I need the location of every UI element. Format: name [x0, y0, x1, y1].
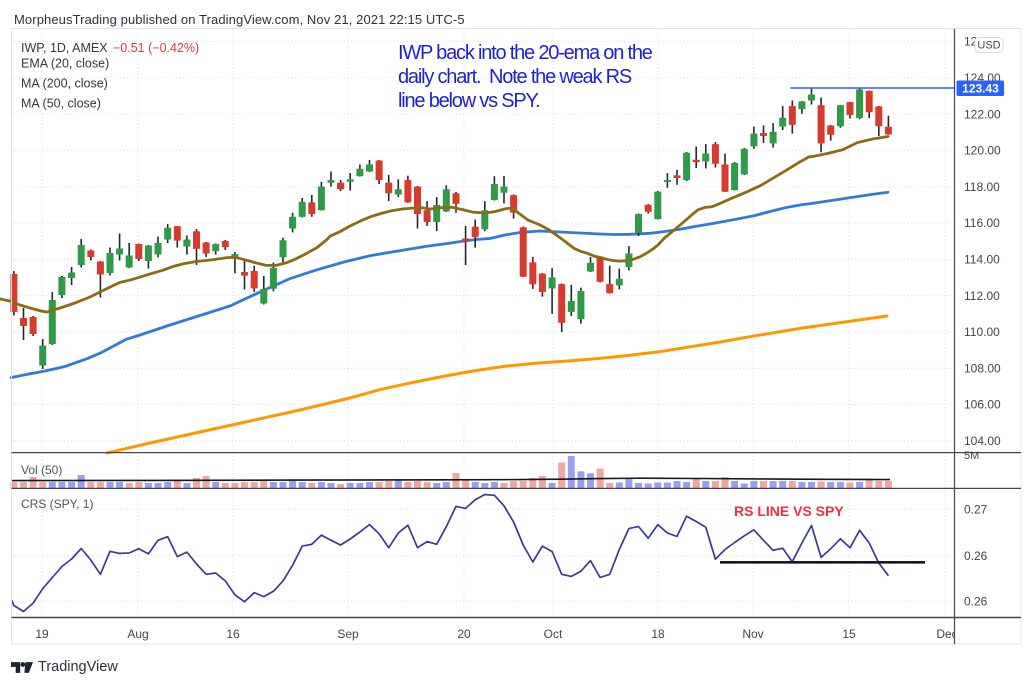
- svg-text:Sep: Sep: [337, 627, 359, 641]
- svg-text:Oct: Oct: [544, 627, 563, 641]
- svg-text:120.00: 120.00: [964, 144, 1001, 158]
- svg-text:19: 19: [35, 627, 49, 641]
- svg-text:EMA (20, close): EMA (20, close): [21, 57, 109, 71]
- svg-text:Dec: Dec: [936, 627, 957, 641]
- svg-text:MA (200, close): MA (200, close): [21, 77, 108, 91]
- svg-text:116.00: 116.00: [964, 216, 1000, 230]
- svg-text:RS LINE VS SPY: RS LINE VS SPY: [734, 503, 844, 519]
- svg-text:104.00: 104.00: [964, 434, 1001, 448]
- svg-text:18: 18: [651, 627, 665, 641]
- svg-text:−0.51 (−0.42%): −0.51 (−0.42%): [113, 41, 199, 55]
- svg-text:20: 20: [457, 627, 471, 641]
- svg-text:123.43: 123.43: [962, 81, 999, 95]
- svg-text:MA (50, close): MA (50, close): [21, 97, 101, 111]
- svg-text:108.00: 108.00: [964, 361, 1001, 375]
- svg-text:122.00: 122.00: [964, 107, 1001, 121]
- svg-text:110.00: 110.00: [964, 325, 1000, 339]
- svg-text:15: 15: [842, 627, 856, 641]
- svg-text:118.00: 118.00: [964, 180, 1000, 194]
- svg-text:16: 16: [226, 627, 240, 641]
- svg-text:CRS (SPY, 1): CRS (SPY, 1): [21, 497, 93, 511]
- svg-text:5M: 5M: [964, 450, 979, 462]
- svg-text:IWP, 1D, AMEX: IWP, 1D, AMEX: [21, 41, 108, 55]
- svg-text:USD: USD: [977, 40, 1000, 52]
- svg-text:106.00: 106.00: [964, 398, 1001, 412]
- svg-text:Aug: Aug: [127, 627, 148, 641]
- svg-text:112.00: 112.00: [964, 289, 1000, 303]
- svg-text:0.26: 0.26: [964, 595, 988, 609]
- svg-text:0.26: 0.26: [964, 549, 988, 563]
- svg-text:Nov: Nov: [742, 627, 763, 641]
- svg-text:Vol (50): Vol (50): [21, 463, 62, 477]
- svg-text:0.27: 0.27: [964, 503, 988, 517]
- svg-text:114.00: 114.00: [964, 253, 1000, 267]
